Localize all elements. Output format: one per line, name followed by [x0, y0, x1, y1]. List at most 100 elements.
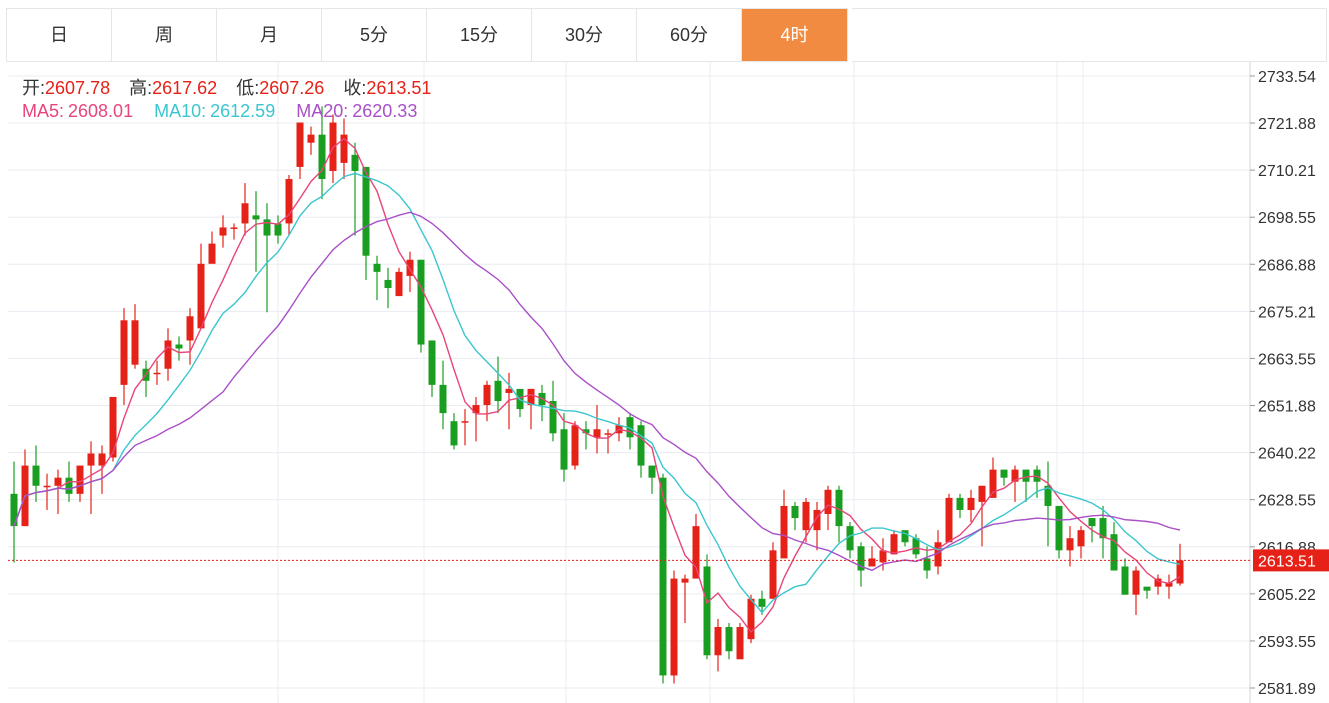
candle-body	[835, 489, 843, 527]
candle-body	[1099, 518, 1107, 539]
candle-body	[241, 203, 249, 224]
open-value: 2607.78	[45, 78, 111, 98]
candle-body	[736, 627, 744, 660]
candle-body	[956, 497, 964, 510]
candle-body	[604, 433, 612, 435]
candle-body	[87, 453, 95, 466]
candle-body	[769, 550, 777, 599]
candle-body	[98, 453, 106, 466]
candlestick-chart[interactable]: 2733.54 2721.88 2710.21 2698.55 2686.88 2675.…	[0, 62, 1329, 703]
candle-body	[758, 598, 766, 607]
tab-4hour[interactable]: 4时	[742, 9, 847, 61]
candle-body	[43, 485, 51, 488]
candle-body	[230, 227, 238, 229]
high-label: 高:	[129, 78, 153, 98]
candle-body	[802, 501, 810, 531]
candle-body	[1055, 505, 1063, 551]
candle-body	[1066, 538, 1074, 551]
candle-body	[1132, 570, 1140, 595]
current-price-label: 2613.51	[1258, 553, 1316, 570]
candle-body	[505, 388, 513, 393]
candle-body	[1176, 560, 1184, 584]
y-tick-label: 2605.22	[1258, 587, 1316, 604]
y-tick-label: 2593.55	[1258, 634, 1316, 651]
candle-body	[164, 340, 172, 369]
candle-body	[384, 279, 392, 289]
candle-body	[1165, 582, 1173, 587]
candle-body	[32, 465, 40, 486]
candle-body	[219, 227, 227, 236]
candle-body	[1121, 566, 1129, 595]
candle-body	[813, 509, 821, 531]
candle-body	[868, 558, 876, 567]
candle-body	[527, 388, 535, 406]
candle-body	[648, 465, 656, 478]
candle-body	[395, 271, 403, 297]
tabs-bar-filler	[852, 8, 1327, 62]
y-tick-label: 2651.88	[1258, 399, 1316, 416]
tab-30min[interactable]: 30分	[532, 9, 637, 61]
candle-body	[1077, 530, 1085, 547]
candle-body	[725, 627, 733, 652]
y-tick-label: 2640.22	[1258, 446, 1316, 463]
tab-5min[interactable]: 5分	[322, 9, 427, 61]
candle-body	[1088, 518, 1096, 527]
candle-body	[109, 396, 117, 458]
candle-body	[1154, 578, 1162, 587]
tab-15min[interactable]: 15分	[427, 9, 532, 61]
candle-body	[890, 534, 898, 555]
y-tick-label: 2686.88	[1258, 257, 1316, 274]
tab-month[interactable]: 月	[217, 9, 322, 61]
candle-body	[439, 384, 447, 414]
candle-body	[153, 372, 161, 375]
candle-body	[626, 417, 634, 438]
candle-body	[1044, 485, 1052, 506]
candle-body	[1110, 534, 1118, 571]
candle-body	[824, 489, 832, 515]
candle-body	[560, 429, 568, 470]
candle-body	[714, 627, 722, 656]
y-axis: 2733.54 2721.88 2710.21 2698.55 2686.88 2675.…	[8, 62, 1329, 703]
candle-body	[10, 493, 18, 527]
candle-body	[296, 122, 304, 167]
tab-60min[interactable]: 60分	[637, 9, 742, 61]
candle-body	[65, 477, 73, 494]
candle-body	[901, 530, 909, 543]
current-price-tag	[1253, 549, 1329, 572]
tab-week[interactable]: 周	[112, 9, 217, 61]
candle-body	[1000, 469, 1008, 478]
candle-body	[989, 469, 997, 498]
candle-body	[945, 497, 953, 543]
candle-body	[593, 429, 601, 438]
tab-day[interactable]: 日	[7, 9, 112, 61]
candle-body	[54, 477, 62, 486]
candle-body	[351, 154, 359, 171]
ma5-label: MA5:	[22, 101, 65, 121]
close-value: 2613.51	[366, 78, 432, 98]
ma10-value: 2612.59	[210, 101, 276, 121]
y-tick-label: 2733.54	[1258, 69, 1316, 86]
ma5-line	[13, 137, 1181, 633]
candle-body	[450, 421, 458, 446]
y-tick-label: 2628.55	[1258, 493, 1316, 510]
candle-body	[703, 566, 711, 656]
candle-body	[428, 340, 436, 385]
candle-body	[791, 505, 799, 519]
y-tick-label: 2698.55	[1258, 210, 1316, 227]
candle-body	[208, 243, 216, 264]
candle-body	[879, 550, 887, 563]
ma10-label: MA10:	[154, 101, 207, 121]
candle-body	[472, 405, 480, 414]
candle-body	[373, 263, 381, 272]
low-value: 2607.26	[259, 78, 325, 98]
candle-body	[274, 223, 282, 236]
candle-body	[846, 526, 854, 551]
candle-body	[362, 166, 370, 256]
ma-legend: MA5: 2608.01 MA10: 2612.59 MA20: 2620.33	[22, 101, 421, 122]
candle-body	[120, 320, 128, 385]
candle-body	[670, 578, 678, 676]
candle-body	[1143, 586, 1151, 591]
ma10-line	[13, 172, 1181, 614]
candle-body	[175, 344, 183, 349]
ma20-value: 2620.33	[352, 101, 418, 121]
